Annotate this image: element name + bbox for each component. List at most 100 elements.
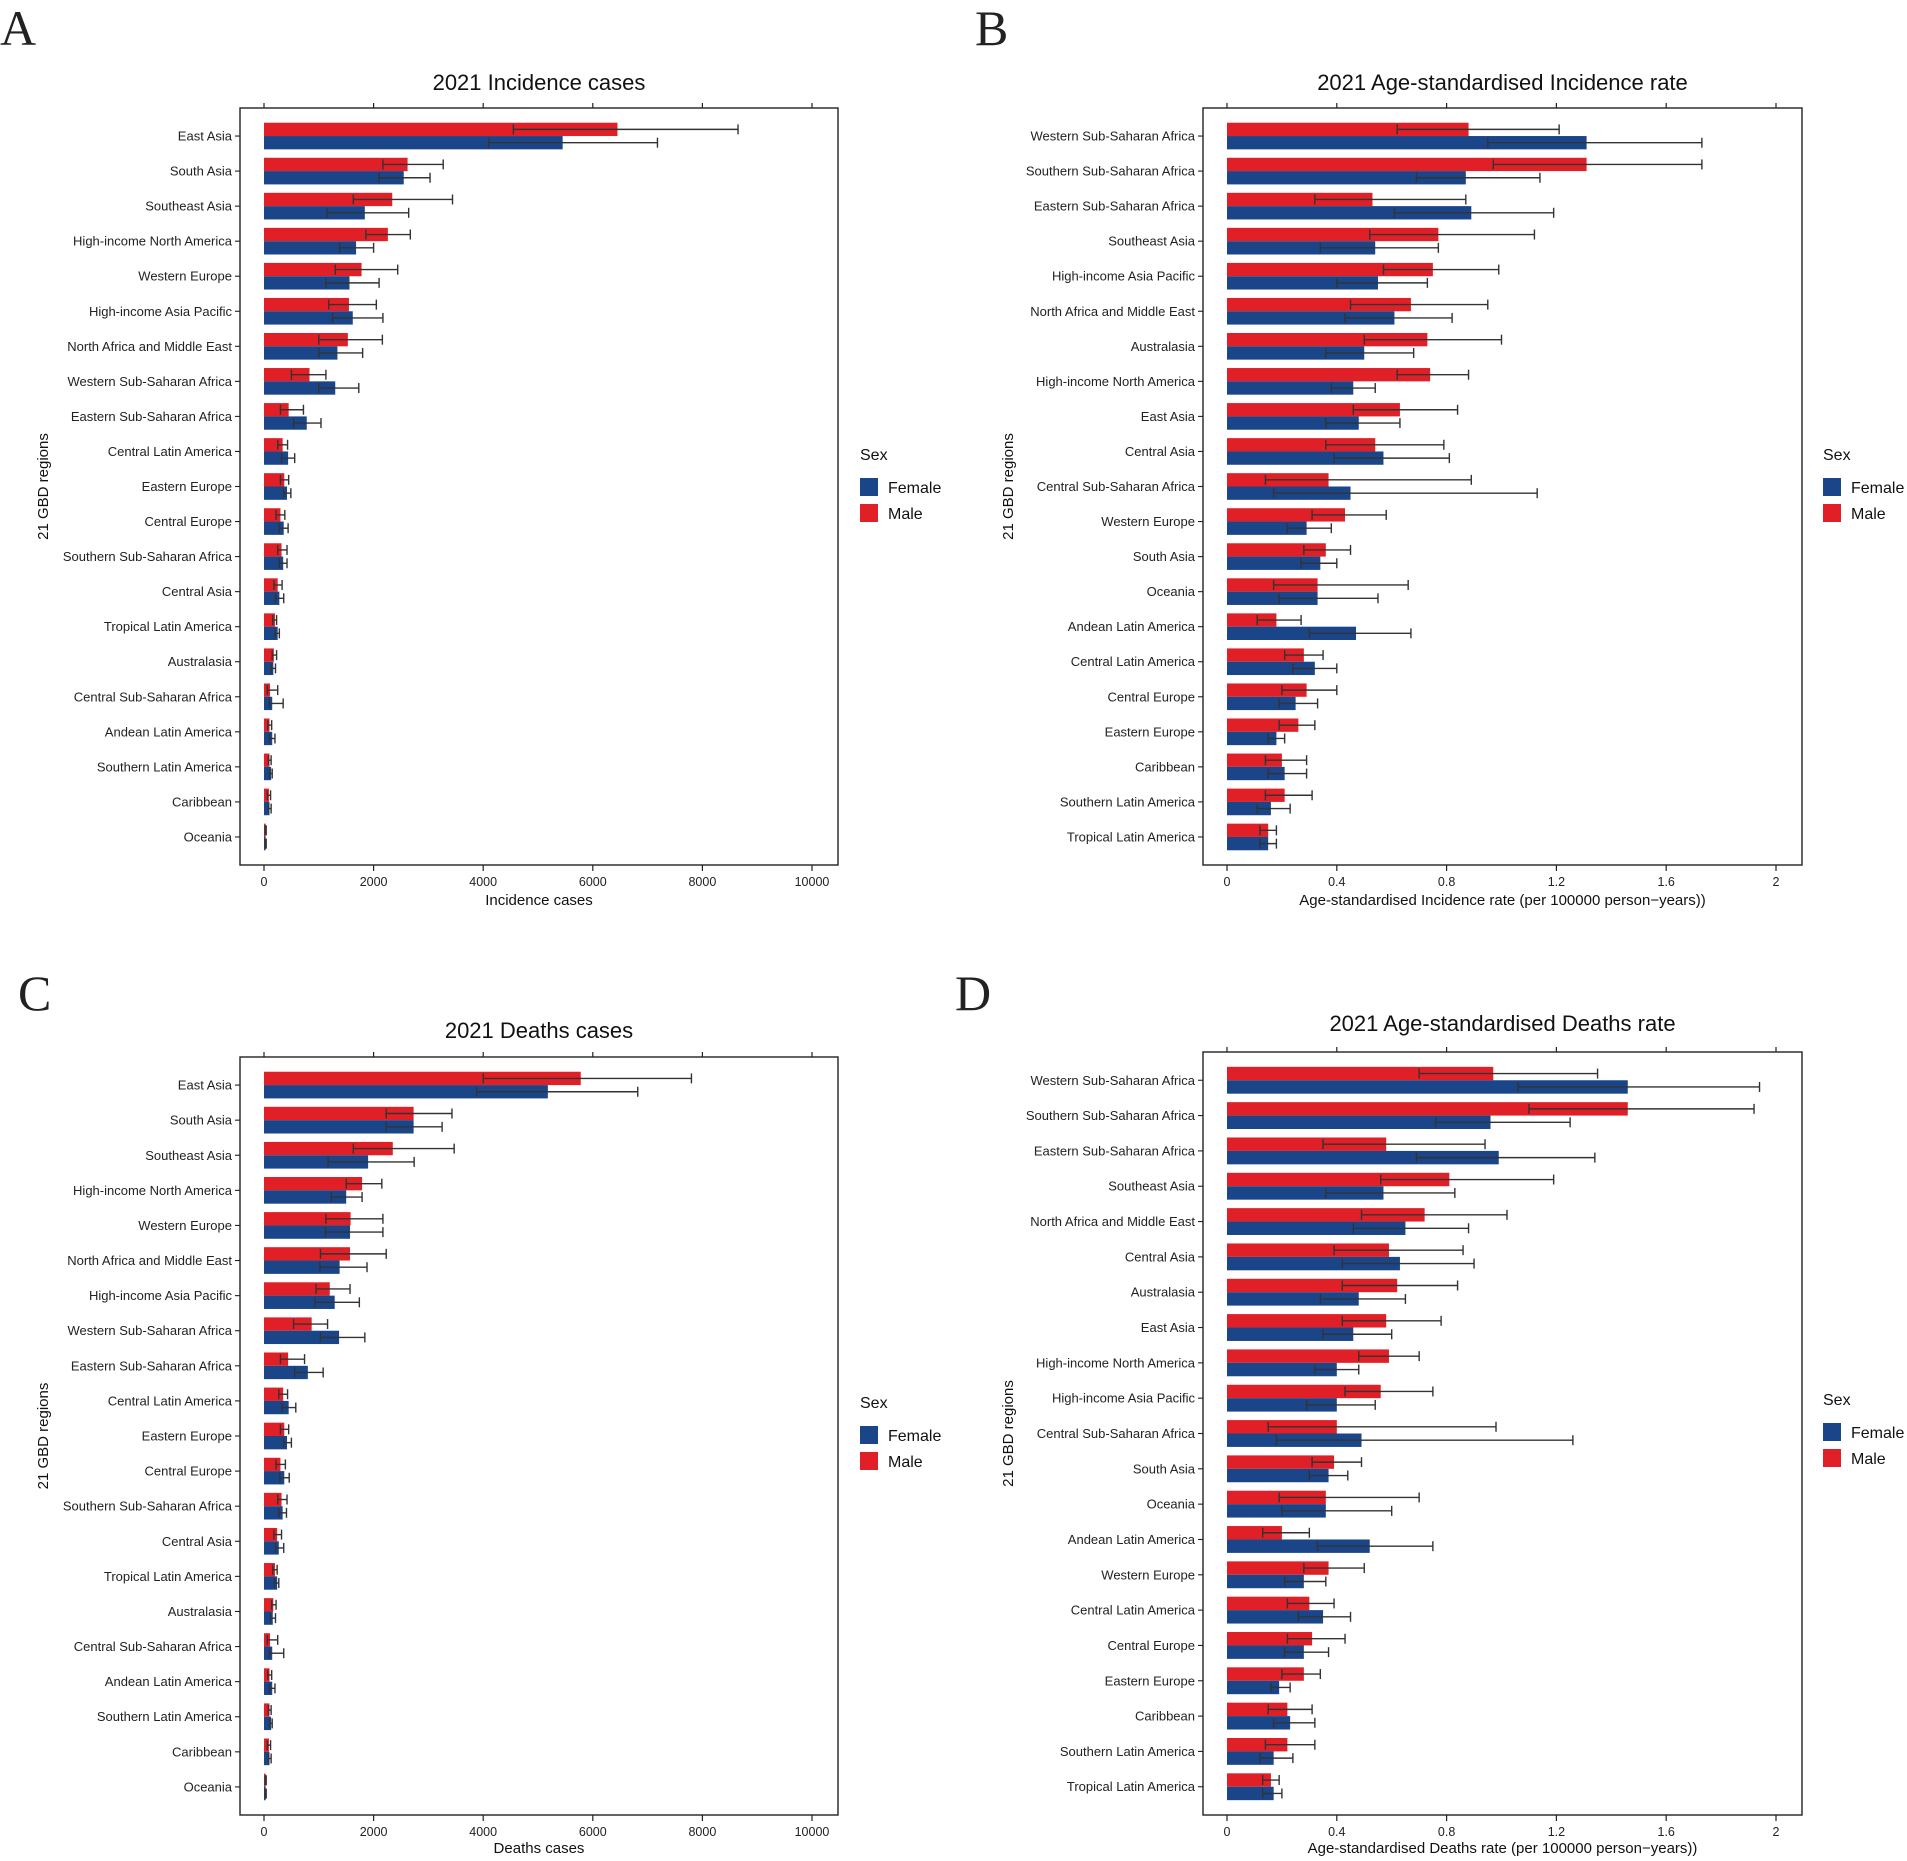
bar-female bbox=[1227, 1398, 1337, 1412]
bar-male bbox=[1227, 1596, 1310, 1611]
category-label: Australasia bbox=[168, 654, 233, 669]
bar-female bbox=[264, 206, 365, 220]
bar-male bbox=[264, 1422, 285, 1436]
x-tick-label: 1.6 bbox=[1658, 875, 1675, 889]
chart-panel-d: D 2021 Age-standardised Deaths rate 0 0.4 0.… bbox=[955, 965, 1904, 1857]
x-tick-label: 2000 bbox=[360, 875, 388, 889]
x-tick-label: 4000 bbox=[469, 875, 497, 889]
bar-male bbox=[264, 753, 270, 767]
category-label: Southeast Asia bbox=[1108, 234, 1195, 249]
x-tick-label: 10000 bbox=[795, 1825, 830, 1839]
category-label: Southern Latin America bbox=[97, 1709, 233, 1724]
bar-female bbox=[1227, 1292, 1359, 1306]
bar-male bbox=[264, 192, 393, 207]
x-tick-label: 8000 bbox=[688, 875, 716, 889]
chart-panel-c: C 2021 Deaths cases 0 2000 4000 6000 8000 10000… bbox=[18, 965, 941, 1857]
category-label: High-income Asia Pacific bbox=[89, 1288, 233, 1303]
bar-male bbox=[1227, 1208, 1425, 1222]
bar-female bbox=[1227, 311, 1395, 325]
bar-female bbox=[1227, 1256, 1400, 1271]
bar-female bbox=[1227, 1115, 1491, 1130]
bar-female bbox=[1227, 1150, 1499, 1165]
legend-title: Sex bbox=[860, 447, 888, 464]
category-label: Australasia bbox=[168, 1604, 233, 1619]
category-label: Central Europe bbox=[145, 1464, 232, 1479]
bar-male bbox=[264, 1668, 270, 1682]
category-label: High-income Asia Pacific bbox=[1052, 1391, 1196, 1406]
bar-male bbox=[264, 368, 310, 382]
legend-swatch-female bbox=[1823, 1423, 1841, 1441]
bar-female bbox=[1227, 626, 1357, 641]
category-label: Eastern Sub-Saharan Africa bbox=[71, 1358, 233, 1373]
legend-label-male: Male bbox=[888, 506, 923, 523]
bar-female bbox=[264, 1646, 273, 1660]
bar-male bbox=[1227, 157, 1587, 172]
category-label: Oceania bbox=[184, 829, 233, 844]
bar-female bbox=[264, 1190, 347, 1204]
bar-female bbox=[264, 1751, 270, 1766]
bar-male bbox=[264, 718, 270, 732]
legend-label-male: Male bbox=[1851, 506, 1886, 523]
bar-female bbox=[264, 1295, 335, 1309]
category-label: Western Europe bbox=[138, 1218, 232, 1233]
bar-female bbox=[1227, 591, 1318, 605]
bar-male bbox=[1227, 1278, 1398, 1293]
bar-male bbox=[264, 788, 269, 802]
legend-title: Sex bbox=[1823, 447, 1851, 464]
bar-female bbox=[264, 1716, 272, 1731]
bar-female bbox=[264, 556, 284, 570]
bar-female bbox=[264, 661, 274, 676]
x-tick-label: 2000 bbox=[360, 1825, 388, 1839]
bar-male bbox=[1227, 1384, 1381, 1399]
category-label: Southeast Asia bbox=[145, 1148, 232, 1163]
bar-female bbox=[264, 1260, 340, 1274]
bar-male bbox=[1227, 262, 1433, 277]
bar-male bbox=[264, 122, 618, 137]
category-label: South Asia bbox=[1133, 549, 1196, 564]
bar-male bbox=[1227, 1137, 1387, 1151]
bar-male bbox=[1227, 823, 1269, 837]
bar-female bbox=[1227, 276, 1378, 290]
plot-frame bbox=[239, 107, 839, 866]
y-axis-label: 21 GBD regions bbox=[1000, 433, 1017, 540]
x-tick-label: 1.2 bbox=[1548, 1825, 1565, 1839]
bar-female bbox=[264, 171, 404, 185]
chart-title: 2021 Age-standardised Incidence rate bbox=[1317, 70, 1688, 95]
bar-male bbox=[1227, 1632, 1313, 1646]
x-axis-label: Age-standardised Deaths rate (per 100000… bbox=[1308, 1840, 1698, 1857]
legend-swatch-female bbox=[860, 478, 878, 496]
bar-female bbox=[264, 381, 336, 395]
bar-male bbox=[264, 1141, 393, 1156]
legend-swatch-male bbox=[1823, 1449, 1841, 1467]
category-label: High-income North America bbox=[73, 234, 233, 249]
bar-male bbox=[1227, 332, 1428, 347]
legend-title: Sex bbox=[1823, 1392, 1851, 1409]
x-tick-label: 0 bbox=[261, 875, 268, 889]
bar-female bbox=[264, 1436, 288, 1450]
category-label: South Asia bbox=[170, 1113, 233, 1128]
category-label: Eastern Europe bbox=[1105, 1673, 1195, 1688]
bar-female bbox=[1227, 1539, 1370, 1553]
bar-female bbox=[1227, 836, 1269, 851]
category-label: Eastern Europe bbox=[142, 479, 232, 494]
bar-male bbox=[1227, 1667, 1304, 1681]
category-label: Southeast Asia bbox=[1108, 1179, 1195, 1194]
bar-male bbox=[1227, 1526, 1282, 1540]
x-tick-label: 6000 bbox=[579, 1825, 607, 1839]
category-label: Caribbean bbox=[1135, 1709, 1195, 1724]
panel-letter: D bbox=[955, 965, 991, 1021]
bar-male bbox=[264, 1738, 269, 1752]
bar-male bbox=[1227, 1702, 1288, 1717]
category-label: Southern Sub-Saharan Africa bbox=[63, 549, 233, 564]
legend-swatch-female bbox=[1823, 478, 1841, 496]
bar-female bbox=[264, 276, 350, 290]
bar-female bbox=[264, 241, 357, 255]
x-tick-label: 1.2 bbox=[1548, 875, 1565, 889]
category-label: East Asia bbox=[1141, 409, 1196, 424]
bar-male bbox=[264, 227, 388, 242]
x-tick-label: 1.6 bbox=[1658, 1825, 1675, 1839]
category-label: Oceania bbox=[184, 1779, 233, 1794]
